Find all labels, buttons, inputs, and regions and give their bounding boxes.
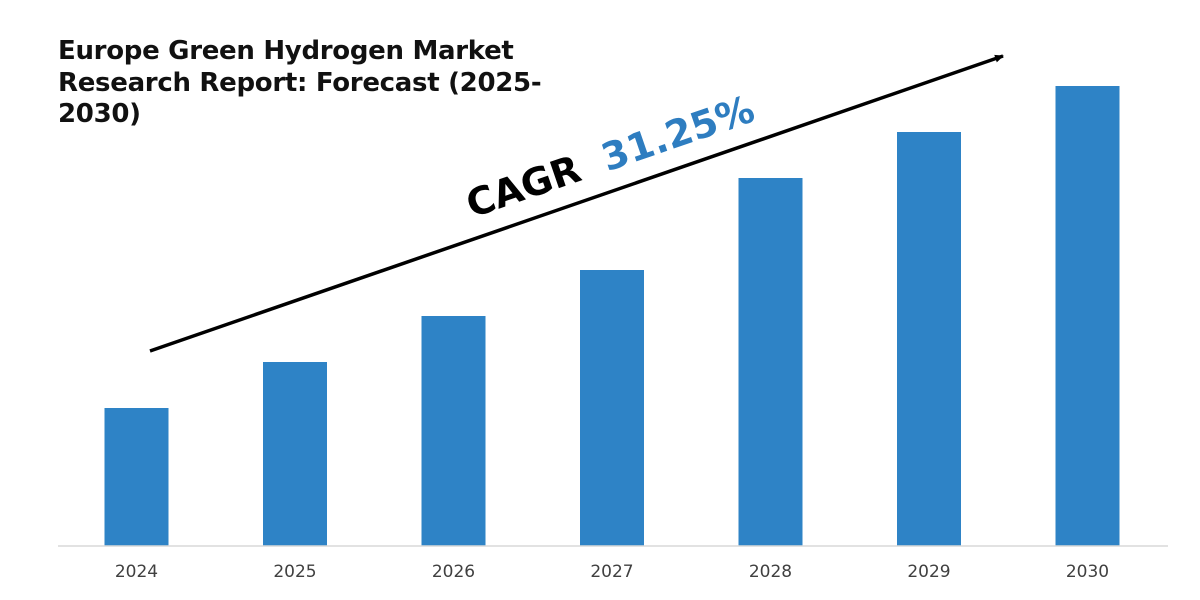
bar-2027 (580, 270, 644, 546)
cagr-trend-arrow (149, 54, 1004, 353)
x-tick-labels: 2024 2025 2026 2027 2028 2029 2030 (115, 562, 1109, 582)
bar-2025 (263, 362, 327, 546)
chart-title: Europe Green Hydrogen Market Research Re… (58, 36, 542, 130)
cagr-value: 31.25% (596, 87, 760, 180)
bars (104, 86, 1120, 546)
bar-2030 (1055, 86, 1120, 546)
x-tick-label-2030: 2030 (1066, 562, 1109, 582)
x-tick-label-2024: 2024 (115, 562, 158, 582)
bar-2028 (738, 178, 803, 546)
x-tick-label-2025: 2025 (273, 562, 316, 582)
cagr-label: CAGR (461, 147, 587, 227)
bar-2024 (104, 408, 169, 546)
bar-2026 (421, 316, 486, 546)
x-tick-label-2029: 2029 (907, 562, 950, 582)
x-tick-label-2026: 2026 (432, 562, 475, 582)
x-tick-label-2027: 2027 (590, 562, 633, 582)
bar-2029 (897, 132, 961, 546)
x-tick-label-2028: 2028 (749, 562, 792, 582)
